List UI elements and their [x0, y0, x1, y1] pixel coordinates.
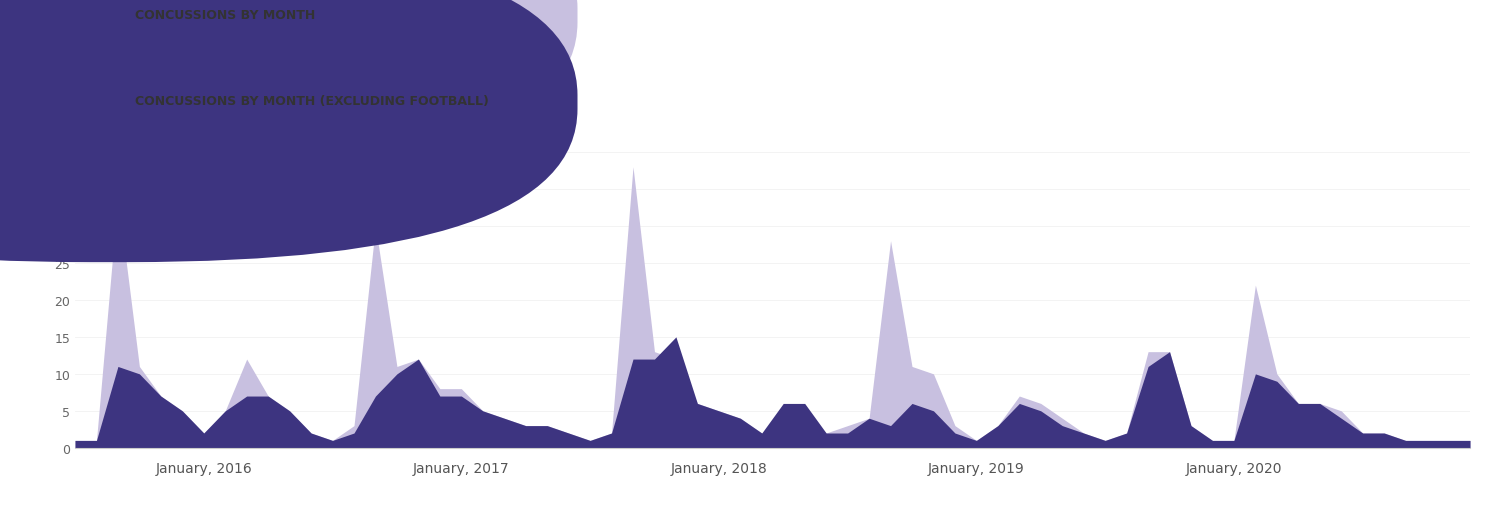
Text: CONCUSSIONS BY MONTH (EXCLUDING FOOTBALL): CONCUSSIONS BY MONTH (EXCLUDING FOOTBALL… — [135, 95, 489, 108]
Text: CONCUSSIONS BY MONTH: CONCUSSIONS BY MONTH — [135, 9, 315, 22]
